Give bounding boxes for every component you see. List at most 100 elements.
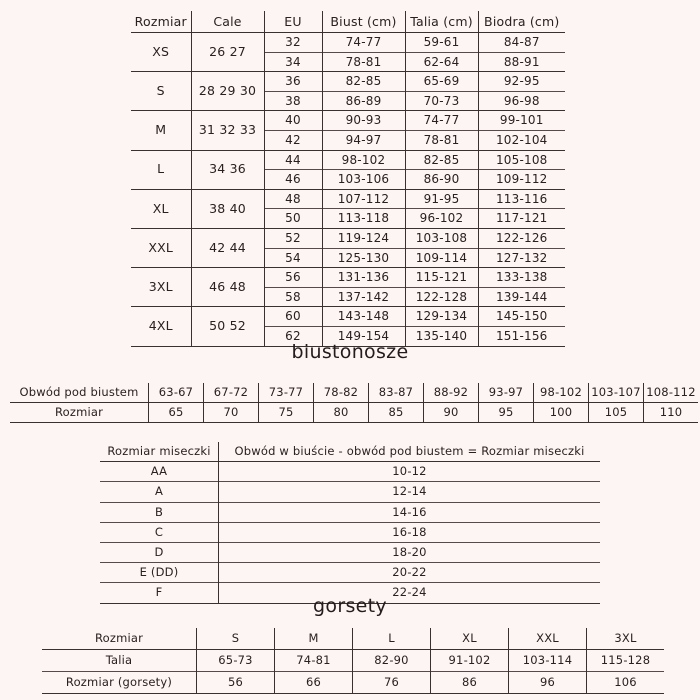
band-row-size-cell: 85 — [368, 402, 424, 423]
cell-bust: 125-130 — [322, 248, 406, 268]
cell-bust: 78-81 — [322, 52, 406, 72]
col-header-talia: Talia (cm) — [405, 11, 479, 33]
clothing-size-table: Rozmiar Cale EU Biust (cm) Talia (cm) Bi… — [131, 11, 565, 347]
band-row-underbust-cell: 108-112 — [646, 385, 696, 399]
cell-waist: 115-121 — [405, 267, 479, 288]
table-row: 58 137-142 122-128 139-144 — [131, 287, 565, 307]
cell-hips: 92-95 — [503, 74, 540, 89]
cell-size-3xl: 3XL — [131, 267, 192, 307]
cell-eu: 56 — [264, 267, 323, 288]
cell-cup-difference: 22-24 — [392, 585, 427, 600]
band-row-underbust-cell: 103-107 — [588, 383, 644, 403]
cell-hips: 102-104 — [495, 132, 548, 147]
cell-eu: 32 — [264, 32, 323, 53]
band-row-underbust-label: Obwód pod biustem — [10, 383, 149, 403]
cell-hips: 96-98 — [503, 93, 540, 108]
corset-row-size-cell: XL — [430, 628, 509, 650]
cell-eu: 42 — [264, 130, 323, 151]
col-header-eu: EU — [264, 11, 323, 33]
bra-cup-size-table: Rozmiar miseczki Obwód w biuście - obwód … — [100, 442, 600, 604]
band-row-size-cell: 70 — [203, 402, 259, 423]
cell-bust: 74-77 — [322, 32, 406, 53]
col-header-rozmiar: Rozmiar — [131, 11, 192, 33]
cell-cup-size: E (DD) — [100, 562, 219, 583]
cell-inches: 26 27 — [191, 32, 265, 72]
band-row-size-label: Rozmiar — [10, 402, 149, 423]
cell-eu: 58 — [264, 287, 323, 307]
cell-waist: 96-102 — [405, 208, 479, 229]
cell-waist: 86-90 — [405, 169, 479, 190]
cell-cup-difference: 14-16 — [392, 504, 427, 519]
corset-row-size-label: Rozmiar — [42, 628, 197, 650]
table-row: XL 38 40 48 107-112 91-95 113-116 — [131, 189, 565, 229]
cell-eu: 48 — [264, 189, 323, 209]
table-row: F 22-24 — [100, 582, 600, 604]
clothing-table-header: Rozmiar Cale EU Biust (cm) Talia (cm) Bi… — [131, 11, 565, 33]
band-row-size-cell: 95 — [478, 402, 534, 423]
cell-inches: 34 36 — [191, 150, 265, 190]
cell-hips: 88-91 — [503, 54, 540, 69]
cell-waist: 70-73 — [405, 91, 479, 111]
corset-size-table: Rozmiar S M L XL XXL 3XL Talia 65-73 74-81 82-90 91… — [42, 628, 664, 694]
cell-size-m: M — [131, 110, 192, 151]
table-row: 3XL 46 48 56 131-136 115-121 133-138 — [131, 267, 565, 307]
cell-hips: 151-156 — [495, 328, 548, 343]
table-row: D 18-20 — [100, 542, 600, 563]
table-row: 4XL 50 52 60 143-148 129-134 145-150 — [131, 306, 565, 346]
band-row-underbust-cell: 67-72 — [203, 383, 259, 403]
table-row: 34 78-81 62-64 88-91 — [131, 52, 565, 72]
cell-inches: 31 32 33 — [191, 110, 265, 151]
cell-hips: 109-112 — [495, 172, 548, 187]
cell-waist: 122-128 — [405, 287, 479, 307]
cell-cup-difference: 18-20 — [392, 545, 427, 560]
cell-hips: 113-116 — [495, 191, 548, 206]
cell-cup-size: F — [100, 582, 219, 604]
cell-waist: 91-95 — [405, 189, 479, 209]
corset-row-corset-size-cell: 66 — [274, 671, 353, 694]
corset-row-waist-cell: 115-128 — [600, 653, 651, 667]
band-row-underbust-cell: 73-77 — [258, 383, 314, 403]
cell-eu: 62 — [264, 326, 323, 346]
cell-size-xxl: XXL — [131, 228, 192, 268]
cell-size-xs: XS — [131, 32, 192, 72]
cup-col-header-size: Rozmiar miseczki — [100, 442, 219, 462]
cell-hips: 99-101 — [499, 113, 544, 128]
table-row: AA 10-12 — [100, 461, 600, 482]
band-row-size-cell: 80 — [313, 402, 369, 423]
table-row: Obwód pod biustem 63-67 67-72 73-77 78-82 83-… — [10, 383, 698, 403]
cell-cup-size: A — [100, 481, 219, 503]
band-row-size-cell: 75 — [258, 402, 314, 423]
band-row-underbust-cell: 88-92 — [423, 383, 479, 403]
cell-cup-difference: 16-18 — [392, 524, 427, 539]
cell-bust: 131-136 — [322, 267, 406, 288]
corset-row-waist-cell: 91-102 — [430, 649, 509, 672]
cell-eu: 34 — [264, 52, 323, 72]
cell-inches: 42 44 — [191, 228, 265, 268]
cell-inches: 38 40 — [191, 189, 265, 229]
band-row-underbust-cell: 83-87 — [368, 383, 424, 403]
band-row-size-cell: 105 — [588, 402, 644, 423]
cell-cup-difference: 10-12 — [392, 464, 427, 479]
table-row: 50 113-118 96-102 117-121 — [131, 208, 565, 229]
cell-cup-size: C — [100, 522, 219, 543]
cell-waist: 135-140 — [405, 326, 479, 346]
band-row-underbust-cell: 63-67 — [148, 383, 204, 403]
cell-bust: 82-85 — [322, 71, 406, 92]
cell-cup-size: D — [100, 542, 219, 563]
cell-waist: 65-69 — [405, 71, 479, 92]
cell-bust: 98-102 — [322, 150, 406, 170]
cell-size-s: S — [131, 71, 192, 111]
cell-bust: 149-154 — [322, 326, 406, 346]
table-row: E (DD) 20-22 — [100, 562, 600, 583]
cell-hips: 127-132 — [495, 250, 548, 265]
corset-row-waist-cell: 74-81 — [274, 649, 353, 672]
table-row: Rozmiar (gorsety) 56 66 76 86 96 106 — [42, 671, 664, 694]
corset-row-corset-size-label: Rozmiar (gorsety) — [42, 671, 197, 694]
corset-row-size-cell: XXL — [508, 628, 587, 650]
table-row: Rozmiar 65 70 75 80 85 90 95 100 105 110 — [10, 402, 698, 423]
cell-bust: 107-112 — [322, 189, 406, 209]
corset-row-waist-cell: 65-73 — [196, 649, 275, 672]
corset-row-corset-size-cell: 56 — [196, 671, 275, 694]
corset-row-corset-size-cell: 106 — [614, 675, 637, 689]
